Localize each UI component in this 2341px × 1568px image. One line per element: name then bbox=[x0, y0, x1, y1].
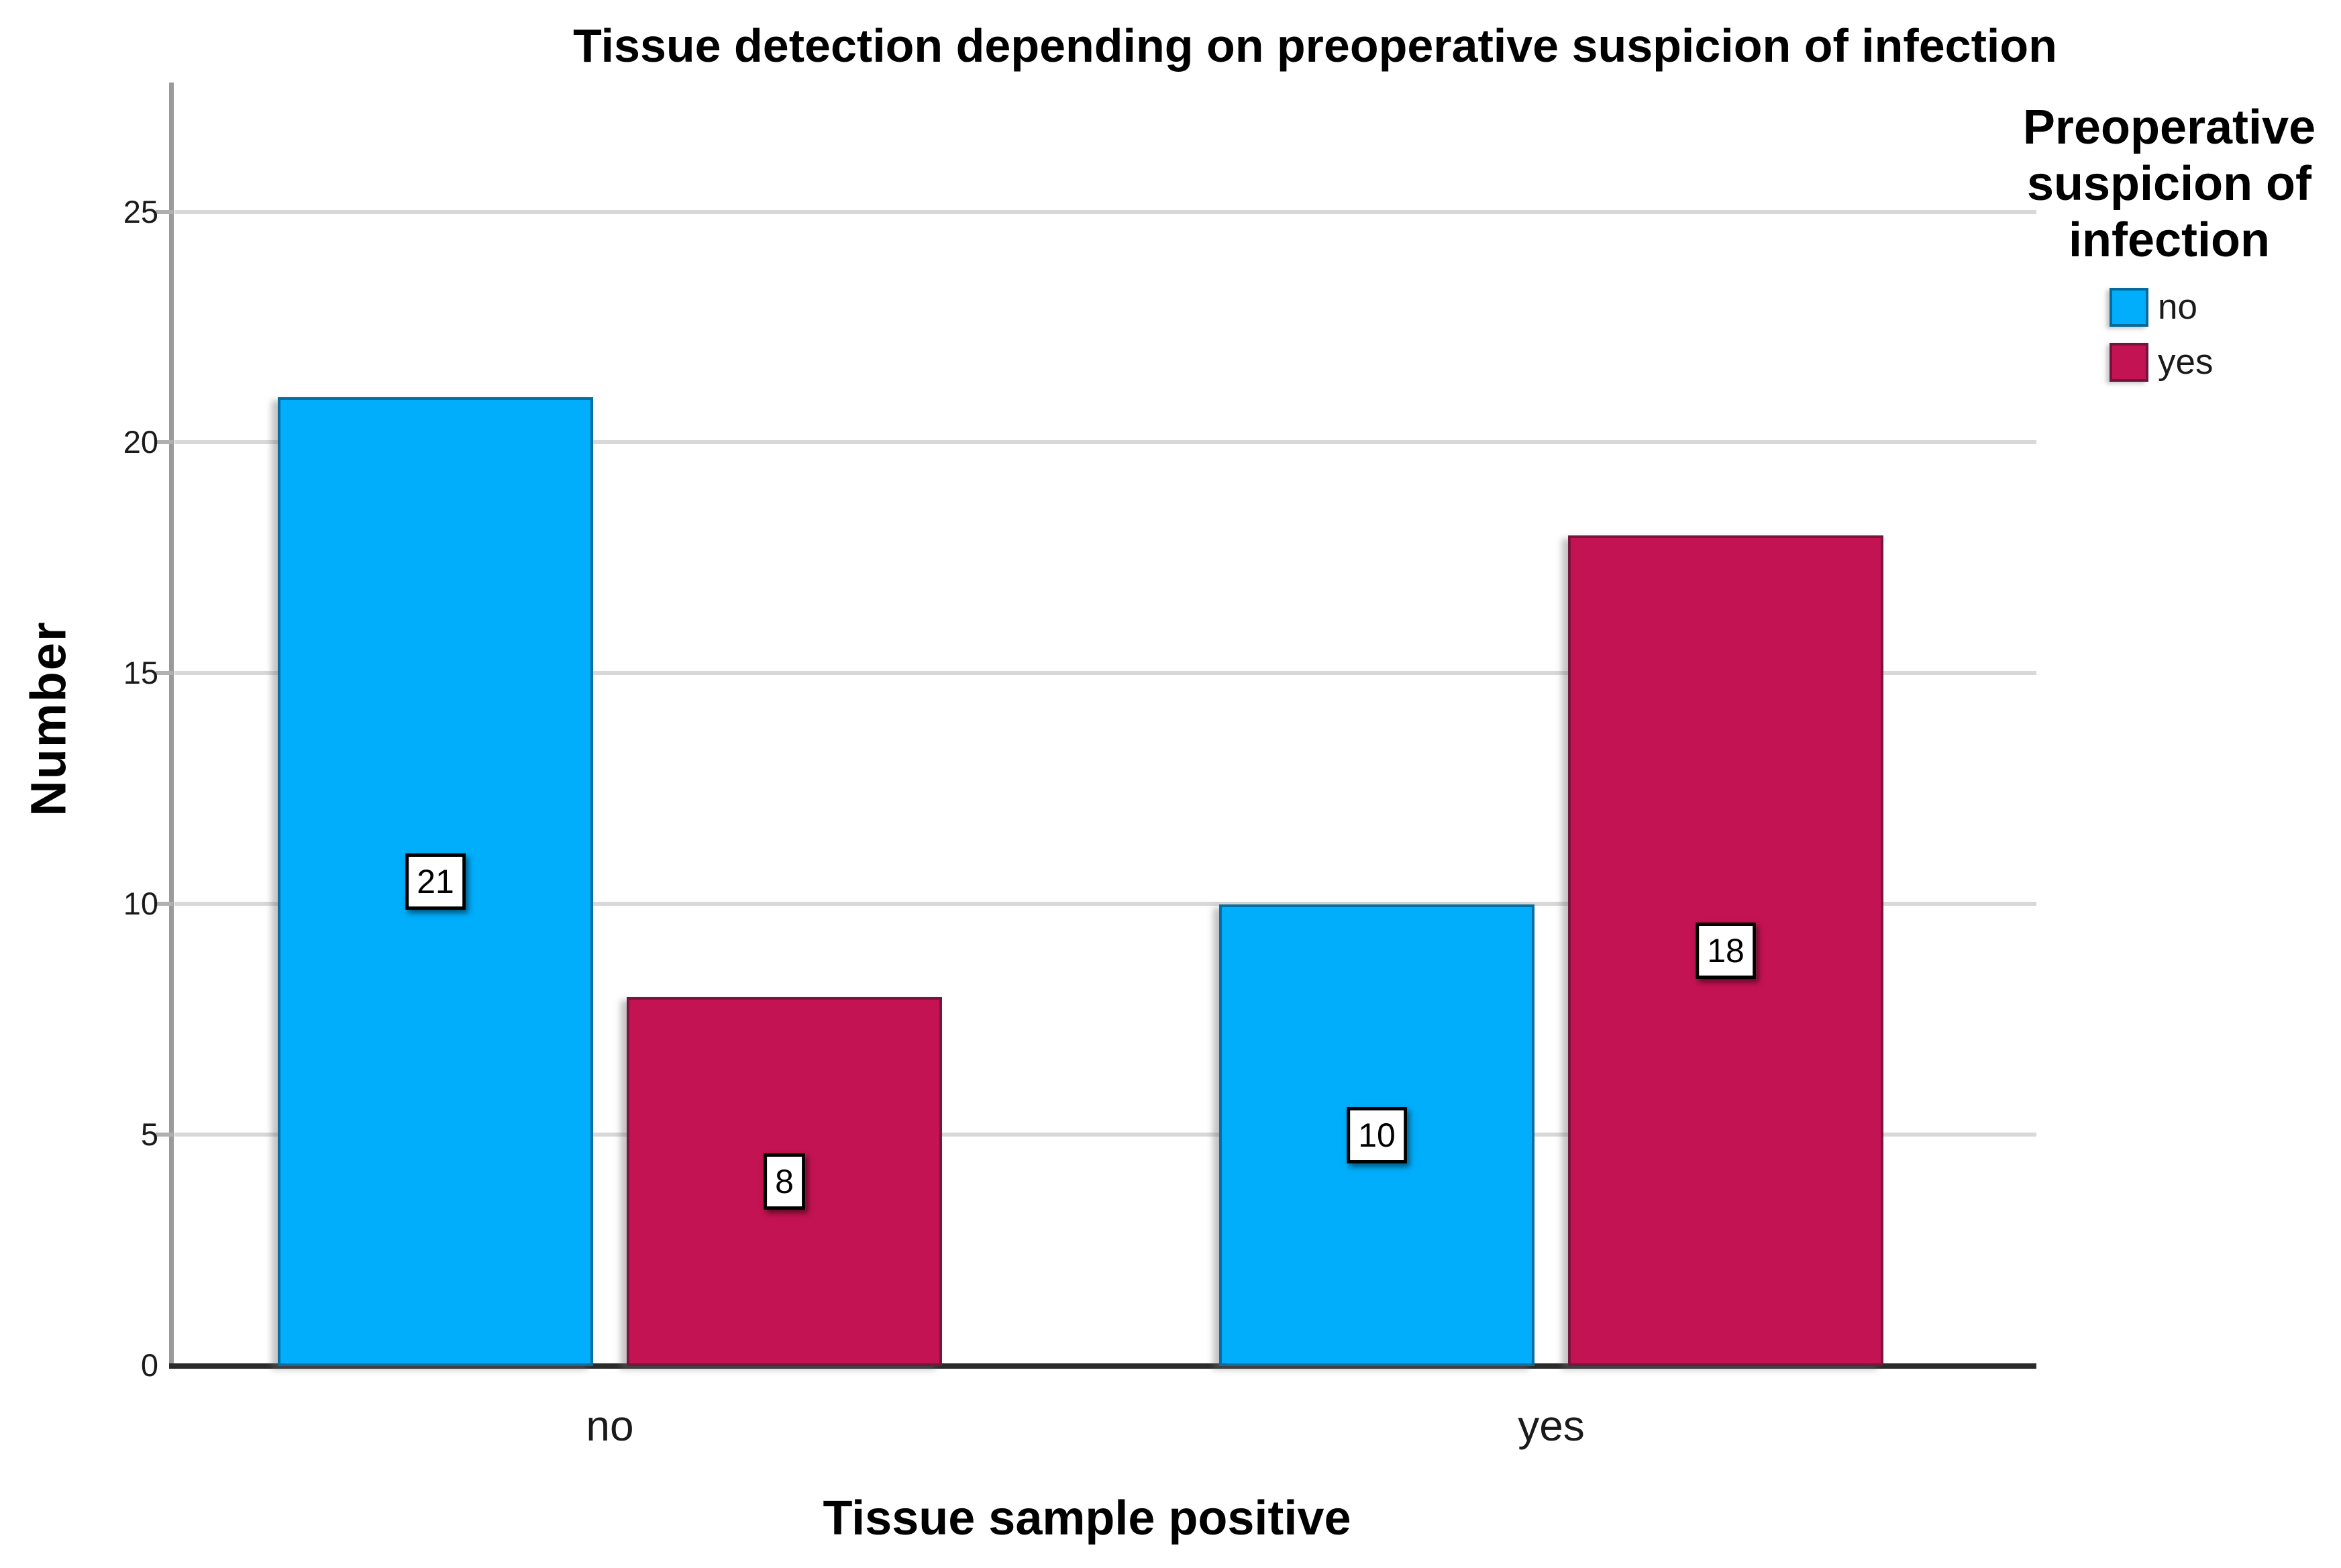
y-axis-title: Number bbox=[20, 621, 76, 817]
legend-item-no: no bbox=[2110, 287, 2213, 327]
gridline-15 bbox=[174, 671, 2036, 676]
gridline-10 bbox=[174, 902, 2036, 906]
legend-items: no yes bbox=[2110, 287, 2213, 382]
x-category-label-no: no bbox=[586, 1402, 634, 1450]
y-tick-label: 15 bbox=[123, 655, 158, 691]
bar-value-label: 8 bbox=[764, 1153, 805, 1210]
bar-value-label: 18 bbox=[1696, 923, 1756, 979]
legend-swatch-yes-icon bbox=[2110, 343, 2148, 382]
gridline-5 bbox=[174, 1133, 2036, 1137]
y-tick-label: 20 bbox=[123, 424, 158, 460]
gridline-20 bbox=[174, 440, 2036, 445]
legend-title: Preoperative suspicion of infection bbox=[2022, 101, 2316, 267]
y-tick-mark bbox=[156, 1133, 173, 1137]
y-axis-line bbox=[169, 83, 174, 1369]
y-tick-label: 10 bbox=[123, 886, 158, 922]
legend-label-no: no bbox=[2158, 287, 2197, 327]
y-tick-label: 25 bbox=[123, 193, 158, 229]
x-category-label-yes: yes bbox=[1518, 1402, 1585, 1450]
bar-value-label: 10 bbox=[1347, 1107, 1407, 1164]
y-tick-mark bbox=[156, 209, 173, 214]
bar-value-label: 21 bbox=[405, 853, 466, 910]
chart-title: Tissue detection depending on preoperati… bbox=[573, 19, 2057, 72]
y-tick-mark bbox=[156, 671, 173, 676]
legend-label-yes: yes bbox=[2158, 342, 2214, 382]
gridline-25 bbox=[174, 209, 2036, 214]
y-tick-label: 5 bbox=[140, 1116, 158, 1153]
x-axis-line bbox=[169, 1363, 2036, 1369]
y-tick-mark bbox=[156, 440, 173, 445]
y-tick-label: 0 bbox=[140, 1347, 158, 1383]
legend-item-yes: yes bbox=[2110, 342, 2213, 382]
legend-swatch-no-icon bbox=[2110, 288, 2148, 327]
y-tick-mark bbox=[156, 902, 173, 906]
x-axis-title: Tissue sample positive bbox=[823, 1492, 1351, 1545]
